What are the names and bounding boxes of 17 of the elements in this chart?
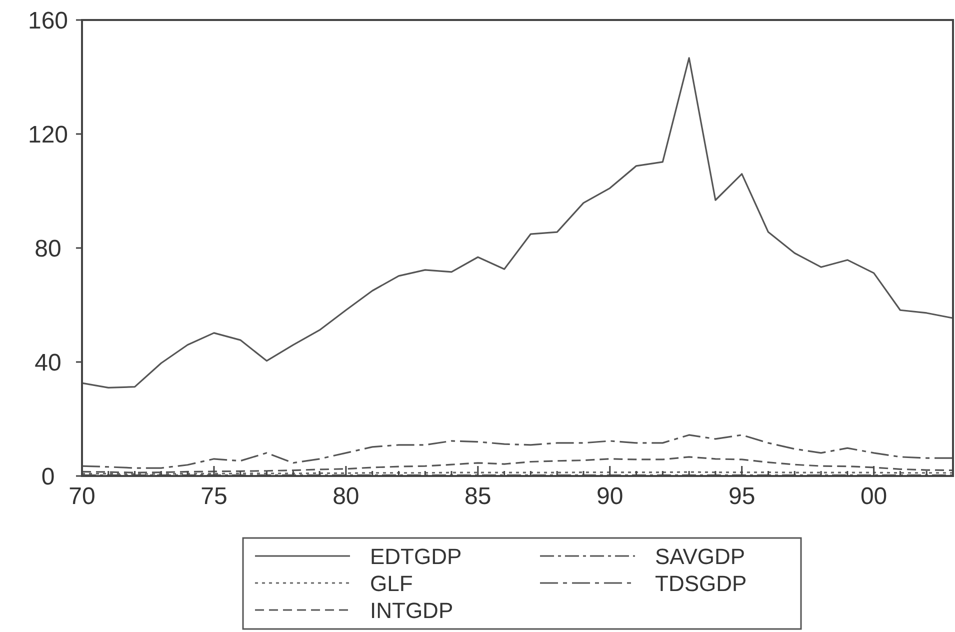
y-tick-label: 0	[41, 463, 55, 490]
x-tick-label: 80	[332, 483, 360, 510]
legend-label: TDSGDP	[655, 571, 747, 596]
y-tick-label: 160	[28, 7, 68, 34]
legend-label: GLF	[370, 571, 413, 596]
y-tick-label: 80	[34, 235, 62, 262]
x-tick-label: 00	[860, 483, 888, 510]
x-tick-label: 95	[728, 483, 756, 510]
legend-label: SAVGDP	[655, 544, 746, 569]
y-tick-label: 120	[28, 121, 68, 148]
legend-label: EDTGDP	[370, 544, 462, 569]
x-tick-label: 70	[68, 483, 96, 510]
x-tick-label: 75	[200, 483, 228, 510]
x-tick-label: 90	[596, 483, 624, 510]
x-tick-label: 85	[464, 483, 492, 510]
y-tick-label: 40	[34, 349, 62, 376]
legend-label: INTGDP	[370, 598, 454, 623]
